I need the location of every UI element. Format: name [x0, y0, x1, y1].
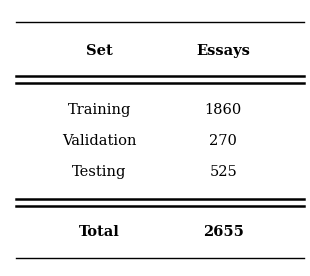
Text: Total: Total [79, 225, 120, 239]
Text: Validation: Validation [62, 134, 136, 148]
Text: Essays: Essays [196, 44, 250, 58]
Text: 270: 270 [209, 134, 237, 148]
Text: 1860: 1860 [205, 104, 242, 117]
Text: Testing: Testing [72, 165, 126, 179]
Text: 525: 525 [209, 165, 237, 179]
Text: 2655: 2655 [203, 225, 244, 239]
Text: Training: Training [68, 104, 131, 117]
Text: Set: Set [86, 44, 113, 58]
